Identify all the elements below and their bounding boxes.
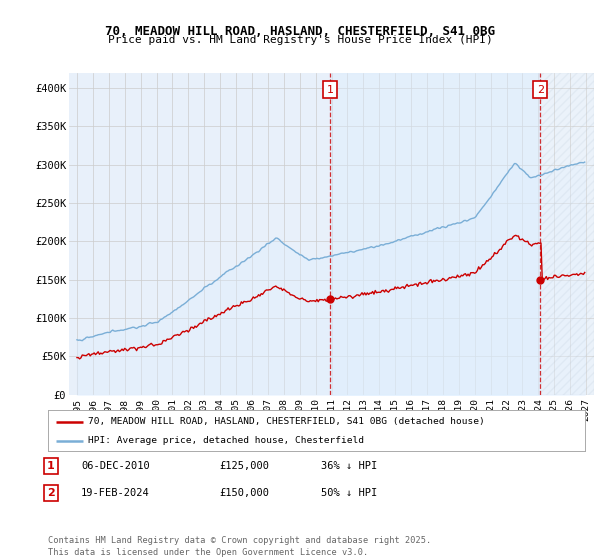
Text: Price paid vs. HM Land Registry's House Price Index (HPI): Price paid vs. HM Land Registry's House … xyxy=(107,35,493,45)
Text: 70, MEADOW HILL ROAD, HASLAND, CHESTERFIELD, S41 0BG: 70, MEADOW HILL ROAD, HASLAND, CHESTERFI… xyxy=(105,25,495,38)
Text: 70, MEADOW HILL ROAD, HASLAND, CHESTERFIELD, S41 0BG (detached house): 70, MEADOW HILL ROAD, HASLAND, CHESTERFI… xyxy=(88,417,485,426)
Text: HPI: Average price, detached house, Chesterfield: HPI: Average price, detached house, Ches… xyxy=(88,436,364,445)
Text: 1: 1 xyxy=(47,461,55,471)
Text: £150,000: £150,000 xyxy=(219,488,269,498)
Text: 2: 2 xyxy=(537,85,544,95)
Text: 1: 1 xyxy=(327,85,334,95)
Text: Contains HM Land Registry data © Crown copyright and database right 2025.
This d: Contains HM Land Registry data © Crown c… xyxy=(48,536,431,557)
Text: 2: 2 xyxy=(47,488,55,498)
Text: 50% ↓ HPI: 50% ↓ HPI xyxy=(321,488,377,498)
Text: 19-FEB-2024: 19-FEB-2024 xyxy=(81,488,150,498)
Text: 36% ↓ HPI: 36% ↓ HPI xyxy=(321,461,377,471)
Text: £125,000: £125,000 xyxy=(219,461,269,471)
Text: 06-DEC-2010: 06-DEC-2010 xyxy=(81,461,150,471)
